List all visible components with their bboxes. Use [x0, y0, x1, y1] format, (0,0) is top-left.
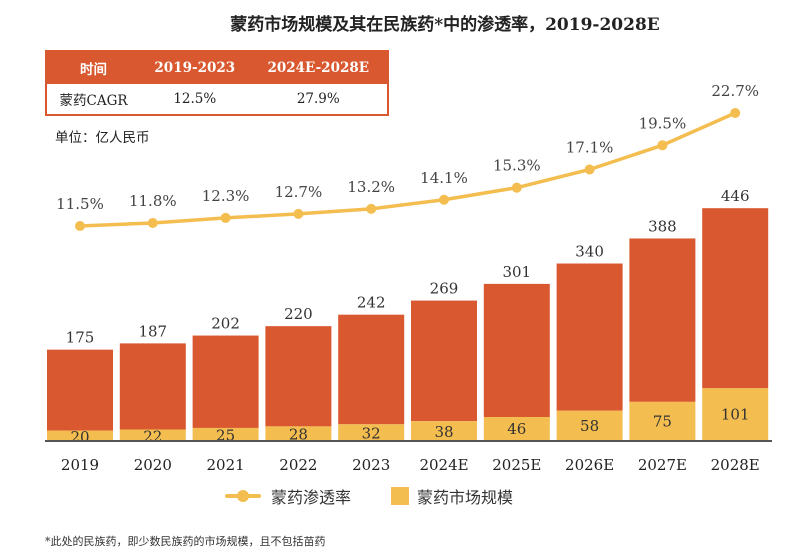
bar-mongolian-label: 22 [143, 427, 162, 445]
bar-mongolian [119, 429, 186, 441]
x-tick-label: 2026E [565, 456, 614, 474]
bar-total [47, 349, 113, 431]
penetration-point [584, 164, 595, 175]
x-tick-label: 2020 [134, 456, 172, 474]
x-tick-label: 2021 [207, 456, 245, 474]
bar-mongolian [483, 416, 550, 441]
bar-total-label: 388 [648, 217, 677, 235]
bar-mongolian [556, 410, 623, 441]
legend-box-icon [391, 487, 410, 505]
bar-total-label: 301 [502, 263, 531, 281]
bar-mongolian [411, 421, 477, 441]
bar-total [265, 326, 332, 427]
bar-total-label: 446 [721, 187, 750, 205]
x-tick-label: 2019 [61, 456, 99, 474]
table-header: 2024E-2028E [249, 51, 388, 84]
bar-mongolian-label: 101 [721, 406, 750, 424]
bar-mongolian-label: 28 [289, 426, 308, 444]
table-cell: 蒙药CAGR [59, 93, 128, 109]
bar-total-label: 340 [575, 243, 604, 261]
penetration-line [79, 111, 736, 228]
bar-total [483, 283, 550, 417]
chart-title: 蒙药市场规模及其在民族药*中的渗透率，2019-2028E [230, 15, 660, 35]
bar-total-label: 242 [357, 294, 386, 312]
bar-total-label: 202 [211, 315, 240, 333]
bar-total [629, 238, 696, 402]
penetration-point [657, 140, 668, 151]
penetration-point [730, 107, 741, 118]
penetration-point [147, 217, 158, 228]
x-tick-label: 2024E [419, 456, 468, 474]
bar-total-label: 187 [138, 322, 167, 340]
penetration-point [439, 194, 449, 205]
bar-total [556, 263, 623, 411]
bar-mongolian-label: 38 [434, 423, 453, 441]
bar-total [119, 343, 186, 430]
penetration-label: 11.5% [56, 195, 104, 213]
bar-mongolian-label: 75 [653, 412, 672, 430]
table-header: 2019-2023 [140, 51, 250, 84]
bar-total [702, 208, 769, 389]
bar-total-label: 175 [66, 329, 95, 347]
unit-label: 单位：亿人民币 [55, 130, 150, 146]
legend-label-line: 蒙药渗透率 [271, 488, 352, 507]
x-tick-label: 2028E [711, 456, 760, 474]
x-tick-label: 2023 [352, 456, 390, 474]
cagr-table: 时间 2019-2023 2024E-2028E 蒙药CAGR 12.5% 27… [45, 50, 389, 116]
penetration-label: 15.3% [493, 157, 541, 175]
bar-total-label: 269 [430, 280, 459, 298]
table-cell: 12.5% [173, 91, 217, 107]
bar-mongolian-label: 20 [70, 428, 89, 446]
table-cell: 27.9% [296, 91, 340, 107]
penetration-point [220, 212, 231, 223]
penetration-point [75, 221, 85, 231]
x-tick-label: 2022 [279, 456, 317, 474]
table-header: 时间 [46, 51, 141, 84]
bar-total-label: 220 [284, 305, 313, 323]
bar-mongolian [47, 430, 113, 441]
bar-mongolian-label: 25 [216, 426, 235, 444]
bar-mongolian [192, 427, 259, 441]
legend-line-icon [225, 490, 261, 502]
penetration-label: 12.3% [202, 187, 250, 205]
x-tick-label: 2025E [492, 456, 541, 474]
bar-mongolian [265, 426, 332, 441]
footnote: *此处的民族药，即少数民族药的市场规模，且不包括苗药 [45, 535, 326, 548]
bar-total [411, 300, 477, 422]
bar-mongolian [702, 388, 769, 441]
penetration-point [293, 208, 304, 219]
x-tick-label: 2027E [638, 456, 687, 474]
legend-label-bar: 蒙药市场规模 [417, 488, 514, 507]
penetration-label: 14.1% [420, 169, 468, 187]
penetration-label: 11.8% [129, 192, 177, 210]
bar-mongolian-label: 32 [362, 425, 381, 443]
penetration-label: 22.7% [711, 82, 759, 100]
bar-mongolian [338, 424, 405, 441]
bar-mongolian-label: 58 [580, 417, 599, 435]
penetration-point [511, 182, 522, 193]
penetration-label: 13.2% [347, 178, 395, 196]
table-row: 蒙药CAGR 12.5% 27.9% [46, 84, 388, 115]
penetration-label: 17.1% [566, 138, 614, 156]
bar-total [192, 335, 259, 428]
bar-mongolian-label: 46 [507, 420, 526, 438]
penetration-point [366, 203, 377, 214]
penetration-label: 12.7% [275, 183, 323, 201]
penetration-label: 19.5% [639, 114, 687, 132]
legend: 蒙药渗透率 蒙药市场规模 [225, 484, 513, 508]
bar-total [338, 314, 405, 425]
bar-mongolian [629, 401, 696, 441]
